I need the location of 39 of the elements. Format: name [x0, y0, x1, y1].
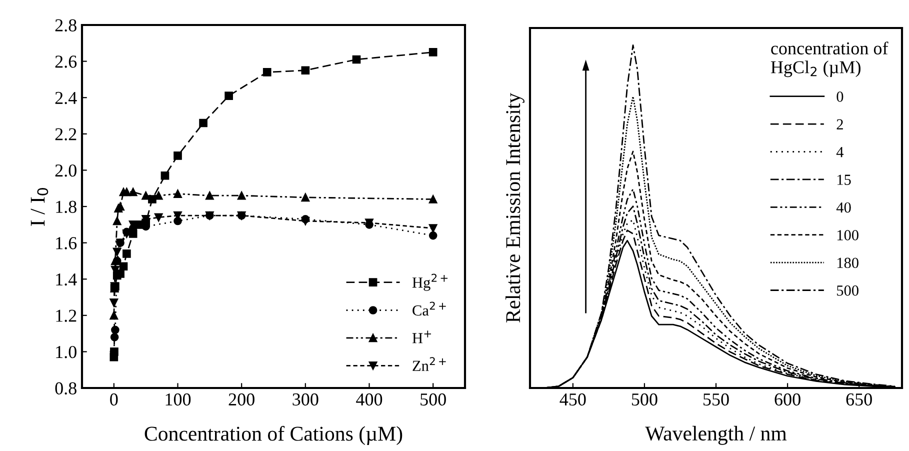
y-tick-label: 1.6	[56, 237, 77, 250]
x-tick-label: 200	[228, 393, 254, 406]
legend-label: 0	[836, 92, 844, 102]
legend-label: Ca$^{2+}$	[412, 302, 446, 316]
y-tick-label: 2.4	[55, 92, 77, 104]
y-tick-label: 1.2	[56, 310, 76, 322]
y-tick-label: 2.0	[55, 164, 76, 177]
x-tick-label: 0	[110, 393, 118, 406]
y-tick-label: 2.8	[55, 19, 76, 32]
x-tick-label: 500	[632, 393, 658, 406]
legend-label: 500	[837, 285, 858, 296]
y-tick-label: 1.0	[56, 346, 76, 358]
y-tick-label: 1.8	[56, 200, 76, 214]
legend-label: 15	[837, 174, 851, 185]
legend-title: concentration of HgCl$_{2}$ (µM)	[770, 42, 888, 78]
legend-label: 4	[836, 147, 844, 158]
y-tick-label: 1.4	[56, 273, 77, 286]
x-axis-title: Concentration of Cations (µM)	[144, 426, 402, 446]
x-tick-label: 100	[166, 393, 191, 406]
y-tick-label: 2.2	[55, 128, 76, 140]
x-tick-label: 650	[846, 393, 872, 406]
y-tick-label: 0.8	[55, 382, 76, 395]
y-axis-title: I / I$_{0}$	[30, 188, 48, 226]
x-tick-label: 600	[774, 393, 800, 406]
y-axis-title: Relative Emission Intensity	[505, 92, 524, 323]
x-tick-label: 550	[704, 393, 729, 406]
legend-label: 40	[836, 202, 851, 213]
y-tick-label: 2.6	[55, 56, 77, 68]
x-tick-label: 450	[560, 393, 586, 406]
x-tick-label: 400	[356, 393, 382, 406]
x-tick-label: 300	[292, 393, 318, 406]
legend-label: 180	[837, 258, 858, 268]
legend-label: Zn$^{2+}$	[412, 357, 446, 371]
legend-label: Hg$^{2+}$	[412, 274, 448, 291]
x-tick-label: 500	[420, 393, 446, 406]
legend-label: H$^{+}$	[412, 330, 431, 344]
x-axis-title: Wavelength / nm	[645, 426, 787, 445]
legend-label: 2	[836, 119, 843, 130]
legend-label: 100	[837, 230, 858, 240]
